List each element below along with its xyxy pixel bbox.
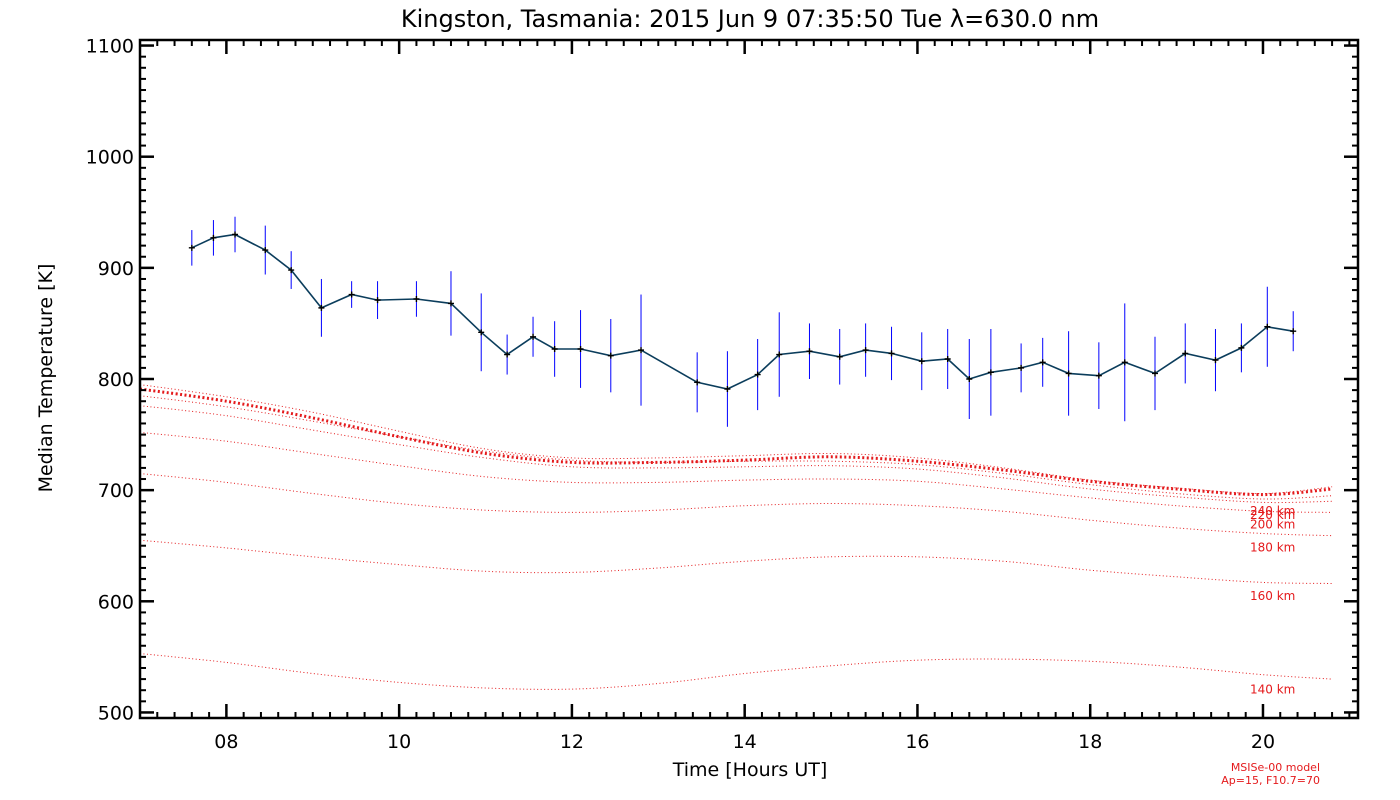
data-point	[318, 304, 325, 311]
data-point	[188, 244, 195, 251]
model-curve-label: 200 km	[1250, 518, 1295, 532]
data-point	[504, 351, 511, 358]
data-point	[694, 379, 701, 386]
model-curve-140-km	[139, 653, 1333, 690]
model-curve-series-6	[139, 387, 1333, 497]
model-curve-label: 160 km	[1250, 589, 1295, 603]
data-point	[551, 345, 558, 352]
data-point	[724, 386, 731, 393]
data-point	[806, 348, 813, 355]
data-point	[530, 333, 537, 340]
data-point	[836, 353, 843, 360]
data-point	[754, 371, 761, 378]
data-point	[1182, 350, 1189, 357]
data-point	[1264, 323, 1271, 330]
y-tick-label: 1000	[86, 147, 134, 169]
data-point	[944, 355, 951, 362]
data-point	[1290, 328, 1297, 335]
data-point	[987, 369, 994, 376]
data-point	[607, 352, 614, 359]
data-point	[1238, 344, 1245, 351]
x-tick-label: 16	[905, 731, 929, 753]
y-tick-label: 900	[98, 258, 134, 280]
data-point	[888, 350, 895, 357]
data-point	[1212, 357, 1219, 364]
data-point	[288, 267, 295, 274]
y-axis-label: Median Temperature [K]	[35, 264, 57, 493]
model-note-line-2: Ap=15, F10.7=70	[1221, 774, 1320, 787]
data-point	[1152, 370, 1158, 377]
data-point	[478, 329, 485, 336]
axes-layer: 08 10 12 14 16 18 20 500 600 700 800 900 1000 1100	[86, 36, 1360, 753]
y-tick-label: 700	[98, 480, 134, 502]
observed-layer	[188, 216, 1297, 427]
model-curve-label: 220 km	[1250, 508, 1295, 522]
data-point	[210, 234, 217, 241]
y-tick-label: 1100	[86, 36, 134, 58]
model-curve-200-km	[139, 431, 1333, 513]
data-point	[262, 247, 269, 254]
data-point	[638, 347, 645, 354]
data-point	[348, 291, 355, 298]
model-curve-label: 180 km	[1250, 540, 1295, 554]
model-curve-240-km	[139, 395, 1333, 500]
model-curve-160-km	[139, 539, 1333, 584]
data-point	[1065, 370, 1072, 377]
data-point	[1039, 359, 1046, 366]
data-point	[1018, 364, 1025, 371]
x-tick-label: 14	[733, 731, 757, 753]
x-tick-label: 08	[214, 731, 238, 753]
model-curve-180-km	[139, 473, 1333, 537]
x-tick-label: 20	[1251, 731, 1275, 753]
data-point	[447, 300, 454, 307]
y-tick-label: 500	[98, 702, 134, 724]
data-point	[232, 231, 239, 238]
y-tick-label: 800	[98, 369, 134, 391]
data-point	[776, 351, 783, 358]
model-curve-series-7	[139, 384, 1333, 495]
chart-title: Kingston, Tasmania: 2015 Jun 9 07:35:50 …	[401, 5, 1099, 33]
x-tick-label: 18	[1078, 731, 1102, 753]
data-point	[966, 376, 973, 382]
x-tick-label: 12	[560, 731, 584, 753]
x-axis-label: Time [Hours UT]	[672, 759, 828, 781]
x-tick-label: 10	[387, 731, 411, 753]
y-tick-label: 600	[98, 591, 134, 613]
model-curve-220-km	[139, 405, 1333, 504]
data-point	[918, 358, 925, 365]
data-point	[374, 297, 381, 304]
data-point	[1121, 359, 1128, 366]
model-note-line-1: MSISe-00 model	[1231, 761, 1320, 774]
data-point	[413, 295, 420, 302]
observed-temperature-line	[191, 233, 1294, 390]
model-curve-label: 140 km	[1250, 682, 1295, 696]
data-point	[1095, 372, 1102, 379]
model-curve-label: 240 km	[1250, 504, 1295, 518]
data-point	[577, 345, 584, 352]
data-point	[862, 347, 869, 354]
